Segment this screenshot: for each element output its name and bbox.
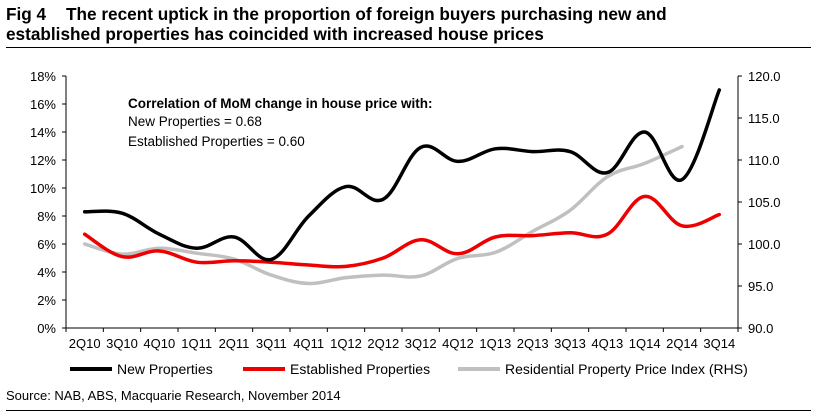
- left-axis-ticks: 0% 2% 4% 6% 8% 10% 12% 14% 16% 18%: [30, 69, 66, 336]
- x-tick-label: 3Q12: [405, 336, 437, 351]
- title-line-2: established properties has coincided wit…: [6, 24, 544, 44]
- left-tick-label: 14%: [30, 125, 56, 140]
- series-price-index: [82, 144, 684, 286]
- x-axis-ticks: 2Q10 3Q10 4Q10 1Q11 2Q11 3Q11 4Q11 1Q12 2Q12 3Q12…: [65, 328, 739, 351]
- left-tick-label: 8%: [37, 209, 56, 224]
- annotation-line-2: Established Properties = 0.60: [128, 134, 305, 149]
- bottom-divider: [6, 410, 811, 411]
- annotation-heading: Correlation of MoM change in house price…: [128, 96, 433, 111]
- left-tick-label: 10%: [30, 181, 56, 196]
- legend-new-properties-label: New Properties: [117, 361, 213, 377]
- chart-title: Fig 4 The recent uptick in the proportion…: [6, 4, 811, 48]
- right-tick-label: 115.0: [748, 111, 780, 126]
- x-tick-label: 4Q13: [591, 336, 623, 351]
- x-tick-label: 1Q13: [479, 336, 511, 351]
- legend-price-index-label: Residential Property Price Index (RHS): [505, 361, 748, 377]
- series-new-properties: [82, 88, 722, 262]
- left-tick-label: 16%: [30, 97, 56, 112]
- x-tick-label: 2Q14: [666, 336, 698, 351]
- right-axis-ticks: 90.0 95.0 100.0 105.0 110.0 115.0 120.0: [738, 69, 781, 336]
- x-tick-label: 4Q10: [143, 336, 175, 351]
- x-tick-label: 2Q13: [517, 336, 549, 351]
- fig-label: Fig 4: [6, 4, 47, 24]
- source-note: Source: NAB, ABS, Macquarie Research, No…: [6, 388, 341, 403]
- x-tick-label: 3Q10: [106, 336, 138, 351]
- left-tick-label: 12%: [30, 153, 56, 168]
- right-tick-label: 90.0: [748, 321, 773, 336]
- right-tick-label: 120.0: [748, 69, 781, 84]
- title-line-1: The recent uptick in the proportion of f…: [66, 4, 667, 24]
- left-tick-label: 18%: [30, 69, 56, 84]
- x-tick-label: 1Q12: [330, 336, 362, 351]
- left-tick-label: 4%: [37, 265, 56, 280]
- x-tick-label: 2Q10: [69, 336, 101, 351]
- x-tick-label: 4Q12: [442, 336, 474, 351]
- x-tick-label: 2Q12: [367, 336, 399, 351]
- x-tick-label: 3Q11: [256, 336, 287, 351]
- correlation-annotation: Correlation of MoM change in house price…: [128, 96, 433, 149]
- series-established-properties: [82, 194, 722, 269]
- right-tick-label: 105.0: [748, 195, 781, 210]
- left-tick-label: 2%: [37, 293, 56, 308]
- series-layer: [82, 88, 722, 286]
- x-tick-label: 4Q11: [293, 336, 324, 351]
- right-tick-label: 110.0: [748, 153, 780, 168]
- x-tick-label: 1Q14: [629, 336, 661, 351]
- right-tick-label: 95.0: [748, 279, 773, 294]
- x-tick-label: 3Q14: [703, 336, 735, 351]
- annotation-line-1: New Properties = 0.68: [128, 114, 262, 129]
- x-tick-label: 2Q11: [219, 336, 250, 351]
- left-tick-label: 0%: [37, 321, 56, 336]
- x-tick-label: 3Q13: [554, 336, 586, 351]
- legend-established-properties-label: Established Properties: [290, 361, 430, 377]
- chart-legend: New Properties Established Properties Resi…: [70, 361, 748, 377]
- x-tick-label: 1Q11: [181, 336, 212, 351]
- left-tick-label: 6%: [37, 237, 56, 252]
- right-tick-label: 100.0: [748, 237, 781, 252]
